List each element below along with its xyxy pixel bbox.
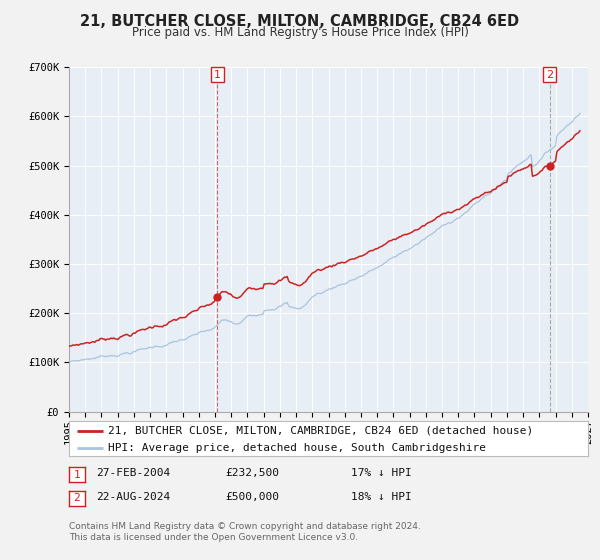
Text: 2: 2 xyxy=(546,69,553,80)
Text: £232,500: £232,500 xyxy=(225,468,279,478)
Text: HPI: Average price, detached house, South Cambridgeshire: HPI: Average price, detached house, Sout… xyxy=(108,442,486,452)
Text: 21, BUTCHER CLOSE, MILTON, CAMBRIDGE, CB24 6ED (detached house): 21, BUTCHER CLOSE, MILTON, CAMBRIDGE, CB… xyxy=(108,426,533,436)
Text: Contains HM Land Registry data © Crown copyright and database right 2024.: Contains HM Land Registry data © Crown c… xyxy=(69,522,421,531)
Text: 1: 1 xyxy=(214,69,221,80)
Text: 27-FEB-2004: 27-FEB-2004 xyxy=(96,468,170,478)
Text: 18% ↓ HPI: 18% ↓ HPI xyxy=(351,492,412,502)
Text: 2: 2 xyxy=(73,493,80,503)
Text: 21, BUTCHER CLOSE, MILTON, CAMBRIDGE, CB24 6ED: 21, BUTCHER CLOSE, MILTON, CAMBRIDGE, CB… xyxy=(80,14,520,29)
Text: 1: 1 xyxy=(73,470,80,479)
Text: 17% ↓ HPI: 17% ↓ HPI xyxy=(351,468,412,478)
Text: 22-AUG-2024: 22-AUG-2024 xyxy=(96,492,170,502)
Text: £500,000: £500,000 xyxy=(225,492,279,502)
Text: This data is licensed under the Open Government Licence v3.0.: This data is licensed under the Open Gov… xyxy=(69,533,358,542)
Text: Price paid vs. HM Land Registry's House Price Index (HPI): Price paid vs. HM Land Registry's House … xyxy=(131,26,469,39)
